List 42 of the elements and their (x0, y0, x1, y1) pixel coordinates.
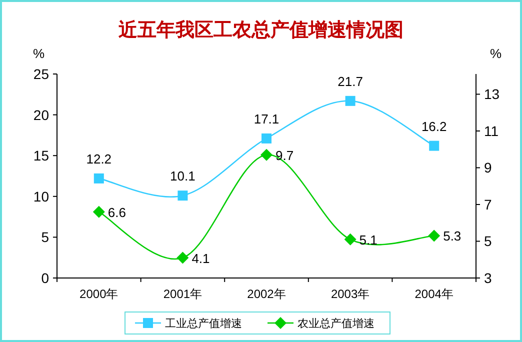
point (94, 173, 104, 184)
y2-tick-label: 5 (484, 233, 492, 250)
y-tick-label: 15 (33, 148, 50, 164)
x-tick-label: 2003年 (330, 287, 370, 301)
chart-title: 近五年我区工农总产值增速情况图 (118, 19, 404, 41)
data-label: 17.1 (254, 111, 280, 126)
data-label: 10.1 (170, 168, 196, 184)
y2-tick-label: 13 (484, 86, 500, 102)
data-label: 12.2 (86, 151, 112, 166)
point (176, 252, 189, 264)
data-label: 21.7 (338, 74, 363, 89)
y-tick-label: 0 (41, 270, 50, 286)
point (429, 140, 440, 151)
x-tick-label: 2000年 (80, 287, 118, 301)
data-label: 4.1 (192, 250, 210, 266)
x-tick-label: 2002年 (247, 287, 286, 301)
y-tick-label: 20 (33, 106, 50, 123)
legend-label: 农业总产值增速 (298, 317, 374, 330)
y2-tick-label: 7 (484, 196, 492, 212)
y-axis-title: % (33, 46, 45, 61)
y2-tick-label: 3 (484, 270, 492, 286)
point (92, 206, 105, 218)
point (262, 133, 272, 144)
legend-label: 工业总产值增速 (165, 317, 242, 330)
x-tick-label: 2004年 (414, 287, 454, 301)
y-tick-label: 5 (41, 229, 50, 246)
data-label: 5.1 (359, 232, 378, 248)
data-label: 16.2 (421, 118, 447, 134)
y2-tick-label: 9 (484, 160, 492, 176)
data-label: 5.3 (443, 228, 462, 244)
data-label: 6.6 (108, 204, 126, 220)
point (344, 233, 356, 246)
point (428, 230, 440, 242)
y2-axis-title: % (490, 46, 502, 61)
x-tick-label: 2001年 (163, 287, 202, 301)
y2-tick-label: 11 (484, 122, 499, 139)
y-tick-label: 25 (33, 66, 50, 82)
point (345, 96, 356, 106)
y-tick-label: 10 (33, 188, 50, 204)
point (178, 190, 188, 201)
data-label: 9.7 (276, 148, 294, 163)
point (260, 148, 272, 161)
